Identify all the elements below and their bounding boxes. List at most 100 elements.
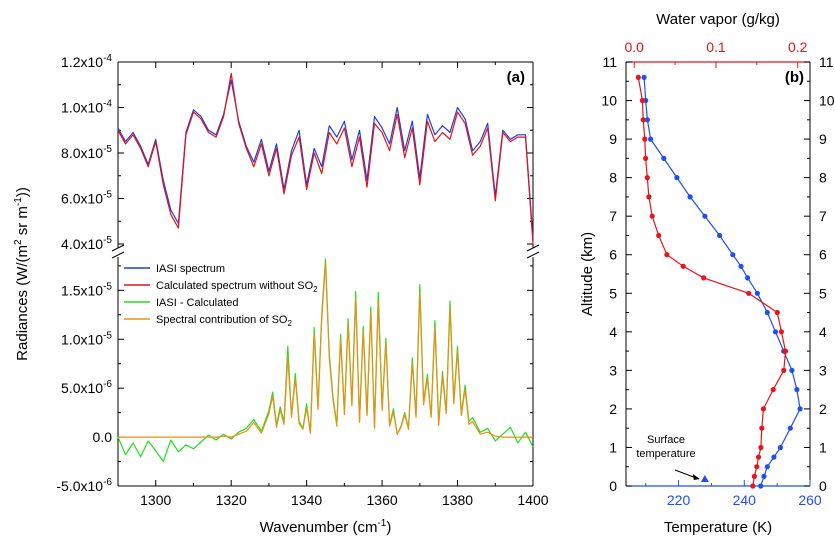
x-tick-label: 1320 xyxy=(216,492,247,508)
water-vapor-profile-point xyxy=(701,275,707,281)
y-tick-label-right: 2 xyxy=(819,401,827,417)
water-vapor-profile-point xyxy=(770,387,776,393)
temperature-profile-point xyxy=(648,136,654,142)
panel-a: 1300 1320 1340 1360 1380 1400 Wavenumber (cm-1… xyxy=(13,53,549,536)
temperature-profile-point xyxy=(738,263,744,269)
y-upper-tick-label: 6.0x10-5 xyxy=(61,190,112,207)
water-vapor-profile-point xyxy=(656,232,662,239)
x-tick-label: 1340 xyxy=(291,492,322,508)
y-upper-tick-label: 8.0x10-5 xyxy=(61,144,112,161)
y-axis-label: Altitude (km) xyxy=(579,232,596,316)
water-vapor-profile-point xyxy=(644,175,650,181)
annotation-text-line1: Surface xyxy=(647,434,685,446)
series-line-calculated-without-so2 xyxy=(117,72,534,245)
y-tick-label: 0 xyxy=(609,478,617,494)
y-upper-tick-label: 1.2x10-4 xyxy=(61,53,112,70)
y-tick-label: 8 xyxy=(609,170,617,186)
y-tick-label-right: 11 xyxy=(819,54,834,70)
water-vapor-profile-point xyxy=(755,454,762,460)
water-vapor-profile-point xyxy=(760,406,767,412)
legend-label: Spectral contribution of SO2 xyxy=(156,314,292,328)
water-vapor-profile-line xyxy=(637,77,787,487)
x-bottom-axis-label: Temperature (K) xyxy=(664,519,772,536)
y-lower-tick-label: 0.0 xyxy=(93,429,113,445)
x-top-tick-label: 0.2 xyxy=(788,39,808,55)
x-tick-label: 1380 xyxy=(442,492,473,508)
temperature-profile-point xyxy=(777,444,784,451)
y-tick-label: 3 xyxy=(609,362,617,378)
x-top-tick-label: 0.0 xyxy=(624,39,644,55)
y-upper-tick-label: 1.0x10-4 xyxy=(61,99,112,116)
panel-label: (a) xyxy=(507,69,525,86)
annotation-arrow-head xyxy=(692,474,700,480)
y-tick-label: 9 xyxy=(609,131,617,147)
water-vapor-profile-point xyxy=(759,425,765,431)
y-tick-label: 2 xyxy=(609,401,617,417)
y-axis-label: Radiances (W/(m2 sr m-1)) xyxy=(13,187,31,361)
y-tick-label: 10 xyxy=(601,93,617,109)
legend-label: Calculated spectrum without SO2 xyxy=(156,280,318,294)
x-tick-label: 1400 xyxy=(517,492,548,508)
y-upper-tick-label: 4.0x10-5 xyxy=(61,235,112,252)
temperature-profile-point xyxy=(641,74,647,80)
y-tick-label: 11 xyxy=(602,54,617,70)
legend: IASI spectrum Calculated spectrum without… xyxy=(124,263,318,328)
y-lower-tick-label: 5.0x10-6 xyxy=(61,379,112,396)
water-vapor-profile-point xyxy=(758,444,764,451)
y-tick-label-right: 7 xyxy=(819,208,827,224)
y-tick-label: 5 xyxy=(609,285,617,301)
temperature-profile-point xyxy=(764,309,770,316)
axis-break-mark xyxy=(111,244,125,252)
y-lower-tick-label: -5.0x10-6 xyxy=(56,477,112,494)
temperature-profile-point xyxy=(787,425,793,431)
temperature-profile-point xyxy=(644,117,651,123)
y-tick-label: 7 xyxy=(609,208,617,224)
water-vapor-profile-point xyxy=(751,473,758,479)
x-bottom-tick-label: 220 xyxy=(667,492,691,508)
water-vapor-profile-point xyxy=(782,348,789,354)
water-vapor-profile-point xyxy=(635,74,641,80)
temperature-profile-point xyxy=(772,329,779,335)
temperature-profile-point xyxy=(758,483,764,489)
axis-break-mark xyxy=(526,251,540,259)
temperature-profile-point xyxy=(717,232,723,239)
annotation-text-line2: temperature xyxy=(636,448,695,460)
y-tick-label: 4 xyxy=(609,324,617,340)
x-axis-label: Wavenumber (cm-1) xyxy=(260,518,392,536)
legend-label: IASI - Calculated xyxy=(156,297,239,309)
panel-label: (b) xyxy=(785,69,804,86)
water-vapor-profile-point xyxy=(643,155,649,161)
water-vapor-profile-point xyxy=(639,97,646,104)
y-tick-label-right: 6 xyxy=(819,247,827,263)
water-vapor-profile-point xyxy=(664,252,670,258)
axis-break-mark xyxy=(526,244,540,252)
x-top-axis-label: Water vapor (g/kg) xyxy=(656,11,780,28)
temperature-profile-point xyxy=(761,473,767,479)
temperature-profile-point xyxy=(687,194,693,200)
temperature-profile-point xyxy=(754,290,761,296)
temperature-profile-point xyxy=(661,155,667,161)
water-vapor-profile-point xyxy=(774,309,780,316)
y-lower-tick-label: 1.5x10-5 xyxy=(61,281,112,298)
temperature-profile-point xyxy=(764,464,770,470)
y-tick-label: 1 xyxy=(609,439,617,455)
x-bottom-tick-label: 260 xyxy=(798,492,822,508)
x-top-tick-label: 0.1 xyxy=(706,39,726,55)
temperature-profile-point xyxy=(730,252,736,258)
surface-temperature-marker xyxy=(700,475,709,482)
temperature-profile-point xyxy=(771,454,777,460)
y-tick-label-right: 8 xyxy=(819,170,827,186)
temperature-profile-line xyxy=(643,77,801,487)
water-vapor-profile-point xyxy=(646,194,652,200)
temperature-profile-point xyxy=(674,175,680,181)
y-tick-label-right: 0 xyxy=(819,478,827,494)
y-tick-label-right: 5 xyxy=(819,285,827,301)
y-tick-label-right: 9 xyxy=(819,131,827,147)
y-tick-label-right: 1 xyxy=(819,439,827,455)
water-vapor-profile-point xyxy=(680,263,686,269)
x-bottom-tick-label: 240 xyxy=(733,492,757,508)
x-tick-label: 1300 xyxy=(140,492,171,508)
y-tick-label: 6 xyxy=(609,247,617,263)
